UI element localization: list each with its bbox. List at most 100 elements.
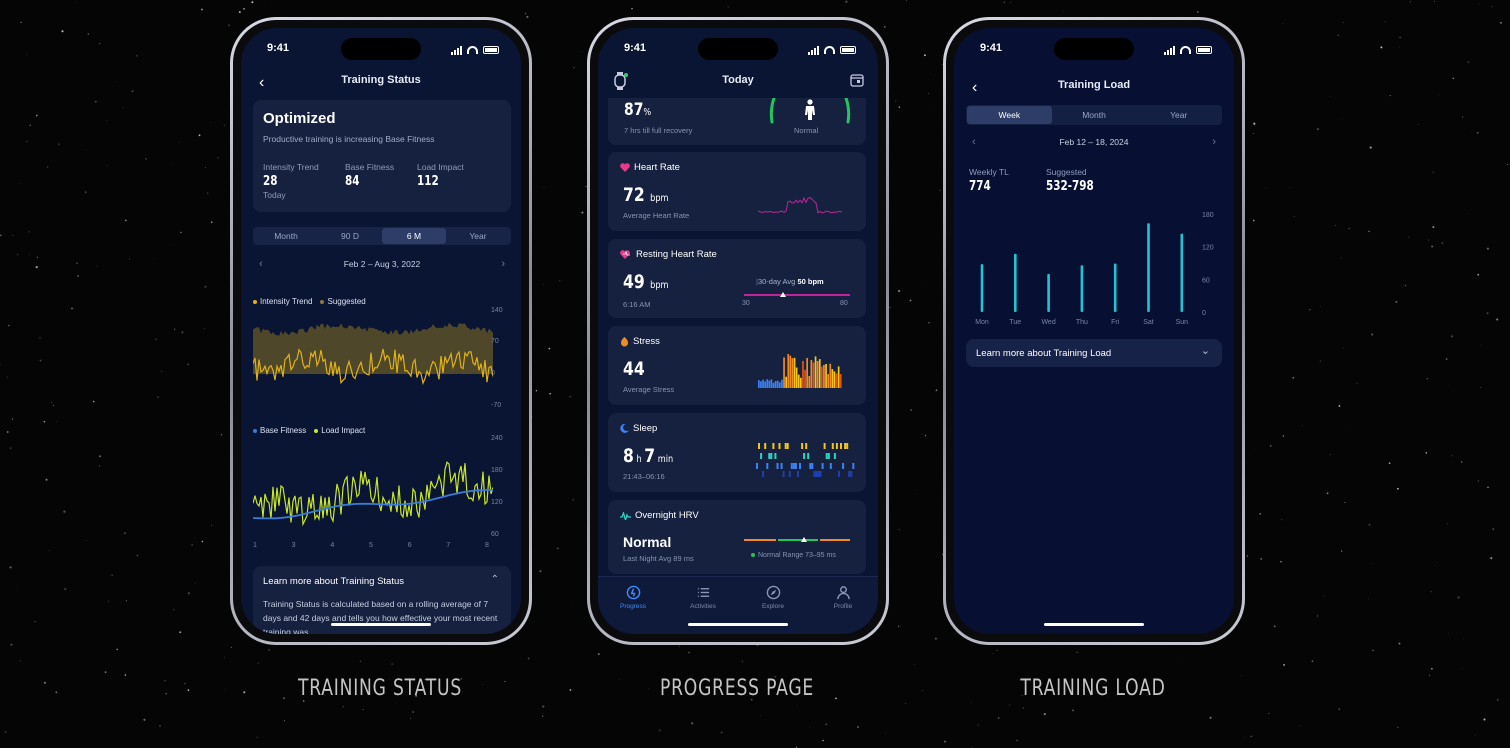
hrv-range-bar	[744, 537, 850, 542]
thirty-day-avg: |30-day Avg 50 bpm	[756, 277, 824, 286]
star	[220, 434, 223, 436]
star	[572, 498, 575, 501]
star	[108, 600, 109, 602]
star	[1270, 445, 1272, 447]
star	[809, 727, 811, 729]
star	[585, 186, 587, 188]
star	[941, 64, 943, 66]
sleep-stage-bar	[815, 471, 818, 477]
star	[210, 121, 211, 123]
star	[857, 726, 859, 728]
star	[61, 30, 64, 33]
stress-bar	[812, 362, 815, 388]
star	[243, 7, 245, 10]
star	[1432, 171, 1434, 173]
heart-rate-card[interactable]: Heart Rate 72 bpm Average Heart Rate	[608, 152, 866, 231]
sleep-stage-bar	[829, 463, 832, 469]
tab-profile[interactable]: Profile	[818, 585, 868, 634]
phone-progress: 9:41 Today 87% 7 hrs till full recovery …	[587, 17, 889, 645]
star	[1432, 226, 1435, 229]
star	[35, 114, 38, 117]
star	[211, 524, 212, 526]
x-axis-ticks: 1 3 4 5 6 7 8	[253, 542, 489, 549]
tab-activities[interactable]: Activities	[678, 585, 728, 634]
star	[12, 418, 14, 420]
star	[19, 660, 22, 662]
metric-label: Intensity Trend	[263, 162, 319, 172]
chevron-up-icon[interactable]: ⌃	[490, 574, 499, 585]
hrv-range: Normal Range 73–95 ms	[751, 552, 836, 559]
star	[76, 1, 77, 3]
star	[1253, 132, 1255, 134]
learn-more-training-load[interactable]: Learn more about Training Load ⌄	[966, 339, 1222, 367]
star	[256, 736, 258, 738]
star	[12, 234, 14, 236]
x-tick-label: Fri	[1111, 319, 1120, 326]
star	[43, 420, 46, 423]
chevron-left-icon[interactable]: ‹	[259, 258, 263, 270]
stress-card[interactable]: Stress 44 Average Stress	[608, 326, 866, 405]
calendar-icon[interactable]	[850, 73, 864, 90]
star	[179, 631, 182, 634]
resting-heart-rate-card[interactable]: Resting Heart Rate 49 bpm 6:16 AM |30-da…	[608, 239, 866, 318]
stress-bar	[800, 377, 802, 388]
star	[1022, 707, 1024, 709]
tab-year[interactable]: Year	[1170, 110, 1188, 120]
star	[1417, 123, 1419, 125]
base-fitness-line	[253, 489, 493, 520]
chevron-right-icon[interactable]: ›	[1212, 136, 1216, 148]
metric-base-fitness: Base Fitness 84	[345, 162, 394, 190]
tab-month[interactable]: Month	[1082, 110, 1106, 120]
chevron-left-icon[interactable]: ‹	[972, 136, 976, 148]
star	[915, 493, 916, 495]
star	[1009, 704, 1010, 706]
learn-more-card[interactable]: Learn more about Training Status ⌃ Train…	[253, 566, 511, 634]
tab-month[interactable]: Month	[274, 231, 298, 241]
home-indicator	[1044, 623, 1144, 626]
star	[1301, 425, 1303, 427]
heart-icon	[620, 163, 630, 172]
star	[123, 107, 124, 108]
hrv-marker	[801, 537, 807, 542]
tab-explore[interactable]: Explore	[748, 585, 798, 634]
tab-6m[interactable]: 6 M	[382, 228, 446, 244]
sleep-card[interactable]: Sleep 8 h 7 min 21:43–06:16	[608, 413, 866, 492]
sleep-stage-bar	[770, 453, 773, 459]
base-fitness-chart	[253, 461, 493, 527]
chevron-down-icon[interactable]: ⌄	[1200, 345, 1210, 357]
sleep-stage-bar	[766, 463, 769, 469]
watch-icon[interactable]	[612, 72, 628, 93]
tab-week[interactable]: Week	[967, 106, 1052, 124]
recovery-card[interactable]: 87% 7 hrs till full recovery Normal	[608, 98, 866, 145]
sleep-stage-bar	[809, 463, 812, 469]
star	[1389, 95, 1391, 97]
load-bar-mon	[980, 264, 984, 312]
tab-year[interactable]: Year	[469, 231, 487, 241]
star	[1398, 642, 1401, 645]
sleep-stage-bar	[840, 443, 842, 449]
star	[359, 660, 362, 662]
star	[6, 376, 8, 378]
sleep-stage-bar	[831, 443, 834, 449]
moon-icon	[620, 424, 629, 433]
load-bar-thu	[1080, 265, 1084, 312]
status-description: Productive training is increasing Base F…	[263, 134, 435, 144]
tab-progress[interactable]: Progress	[608, 585, 658, 634]
star	[1369, 146, 1372, 149]
nav-bar: Today	[598, 72, 878, 94]
stress-bar	[839, 374, 842, 388]
back-icon[interactable]: ‹	[259, 74, 265, 91]
star	[1388, 462, 1391, 465]
star	[391, 663, 394, 665]
hrv-card[interactable]: Overnight HRV Normal Last Night Avg 89 m…	[608, 500, 866, 574]
star	[195, 583, 196, 584]
back-icon[interactable]: ‹	[972, 79, 978, 96]
training-load-screen: 9:41 ‹ Training Load Week Month Year ‹ F…	[954, 28, 1234, 634]
date-range: Feb 2 – Aug 3, 2022	[343, 259, 421, 269]
chevron-right-icon[interactable]: ›	[501, 258, 505, 270]
sleep-stage-bar	[797, 471, 799, 477]
list-icon	[697, 588, 709, 597]
tab-90d[interactable]: 90 D	[341, 231, 359, 241]
heart-rate-sparkline	[758, 196, 842, 214]
learn-more-title: Learn more about Training Load	[976, 348, 1112, 359]
